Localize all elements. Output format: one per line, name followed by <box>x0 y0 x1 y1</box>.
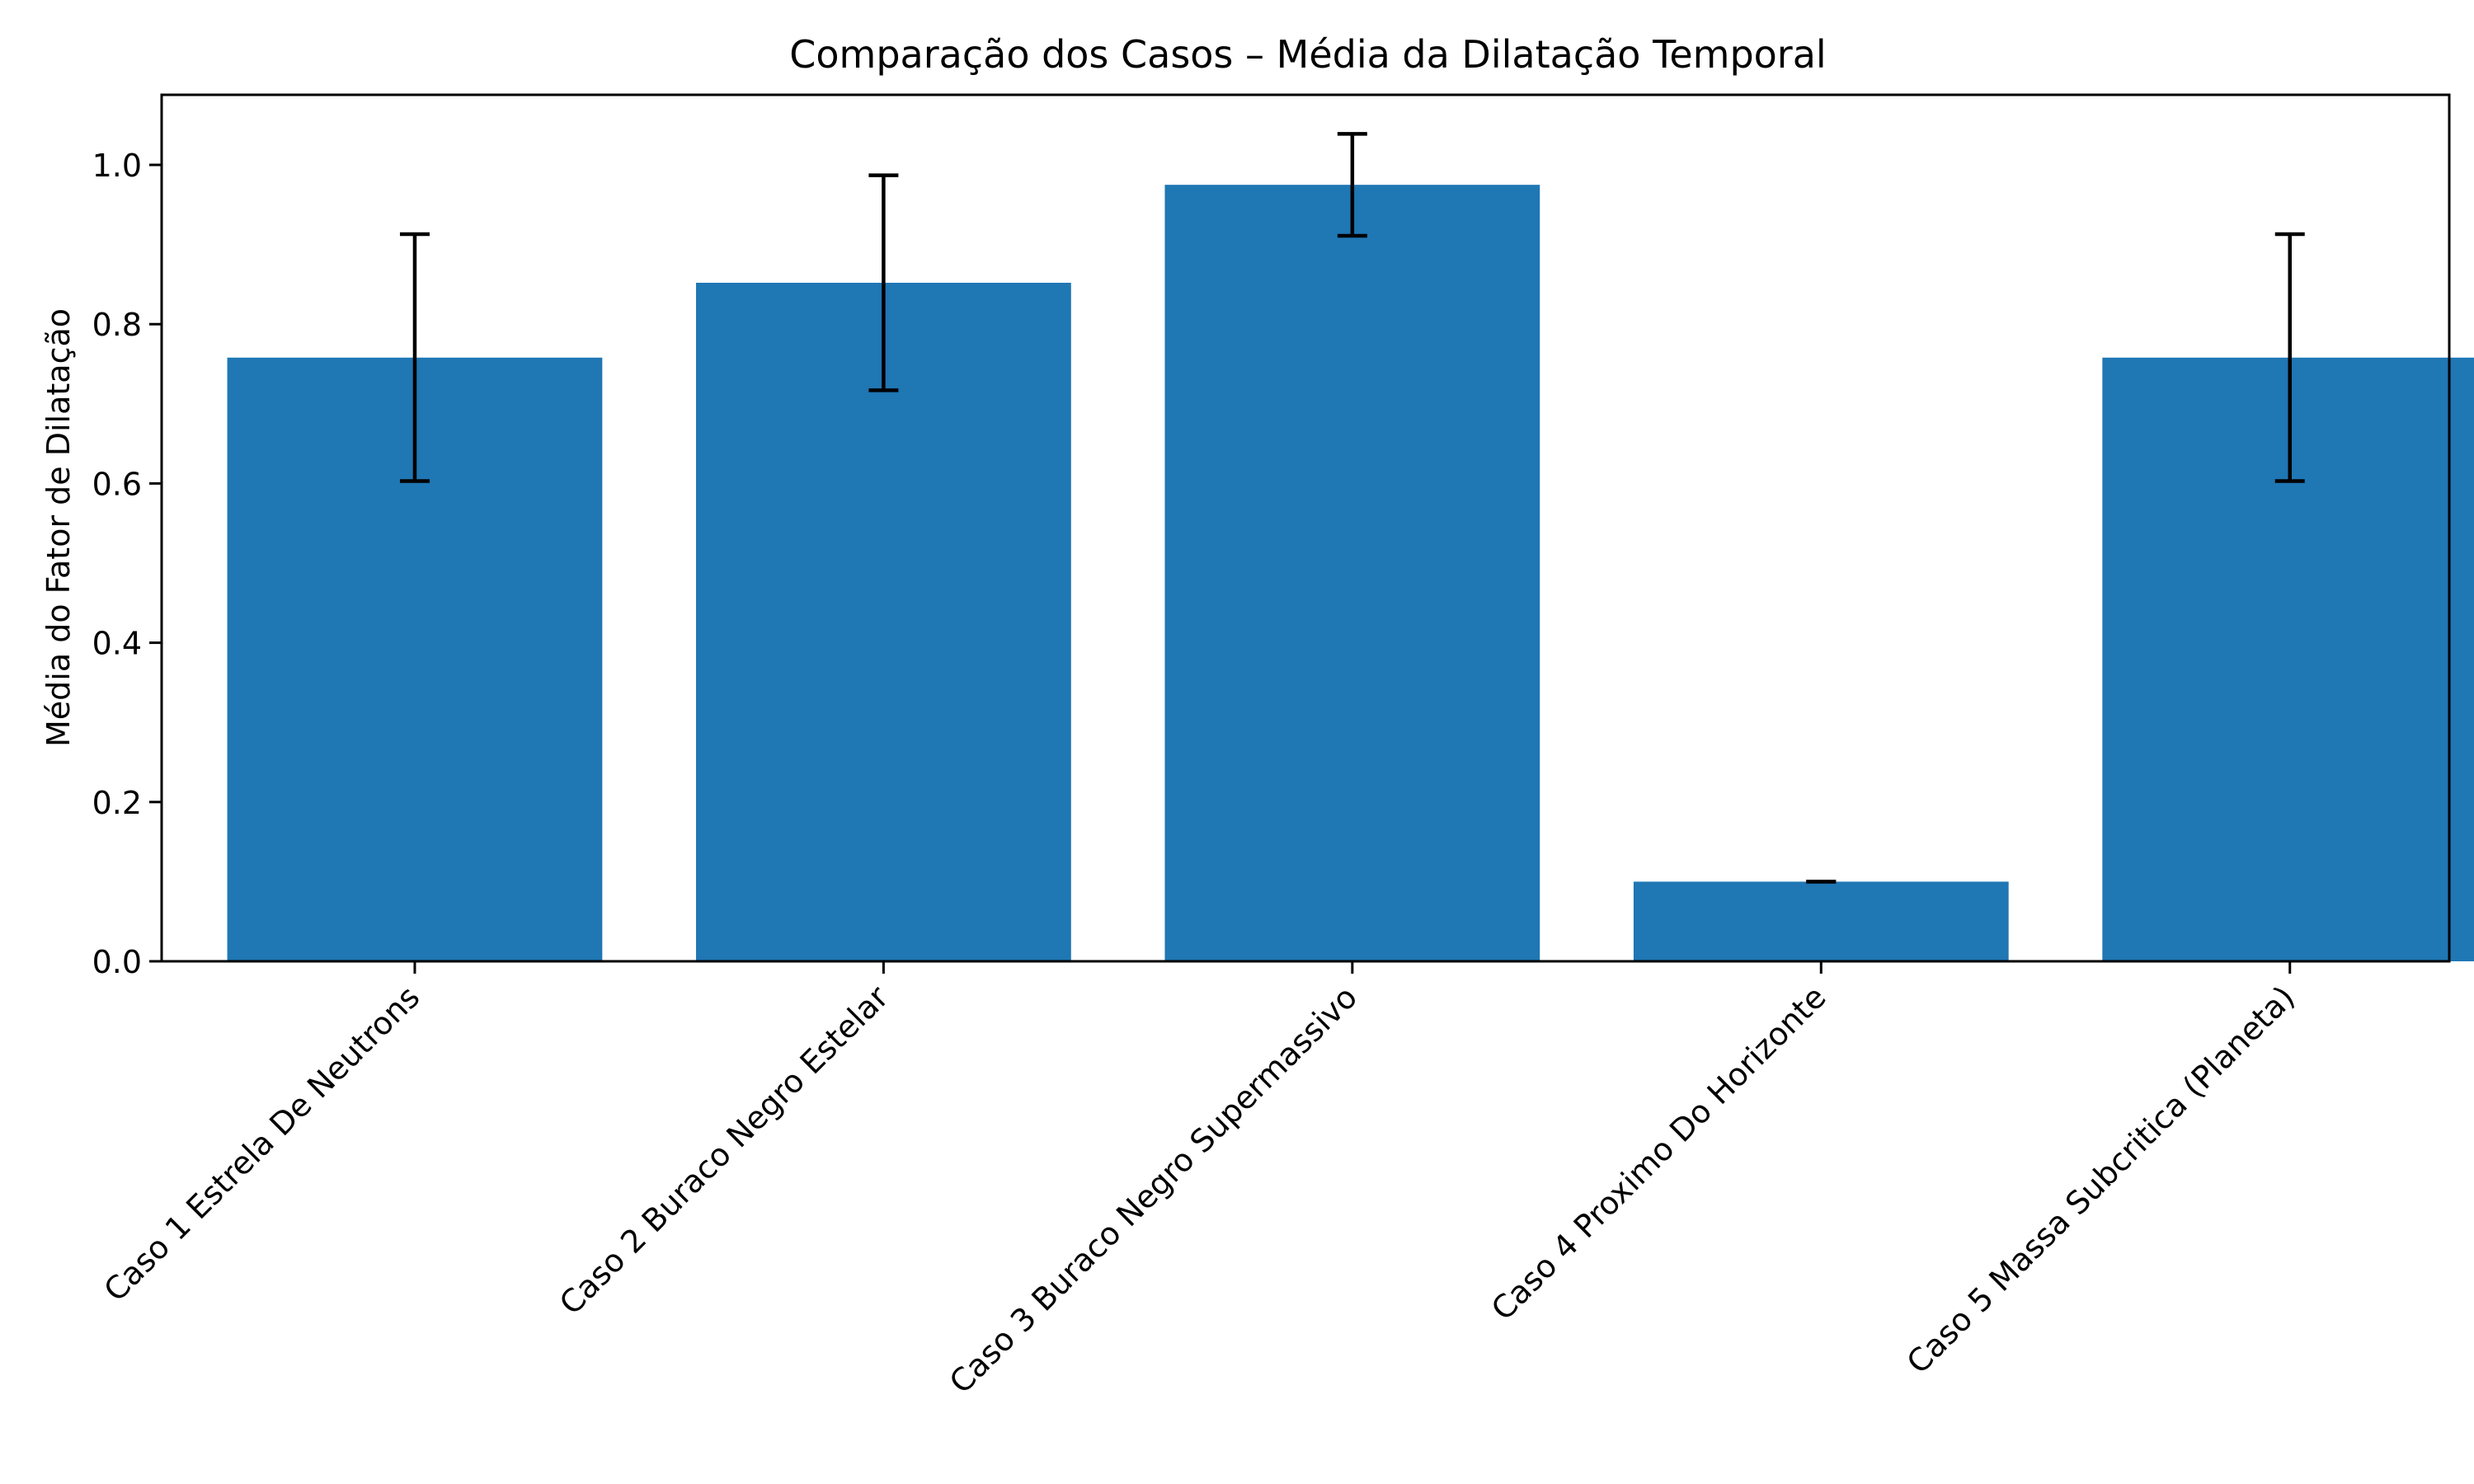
y-tick-label: 1.0 <box>92 148 142 184</box>
bar <box>1633 881 2009 961</box>
bar <box>696 282 1071 962</box>
y-tick-label: 0.6 <box>92 466 142 502</box>
plot-frame <box>160 93 2451 963</box>
error-bar-group <box>399 132 2305 884</box>
bar <box>1164 185 1540 961</box>
y-axis-label: Média do Fator de Dilatação <box>40 308 77 747</box>
chart-title: Comparação dos Casos – Média da Dilataçã… <box>789 32 1826 77</box>
y-tick-label: 0.4 <box>92 626 142 662</box>
y-tick-label: 0.0 <box>92 944 142 980</box>
bar-group <box>227 185 2474 962</box>
y-tick-label: 0.2 <box>92 785 142 821</box>
y-tick-label: 0.8 <box>92 307 142 343</box>
y-axis: 0.0 0.2 0.4 0.6 0.8 1.0 <box>92 148 162 980</box>
